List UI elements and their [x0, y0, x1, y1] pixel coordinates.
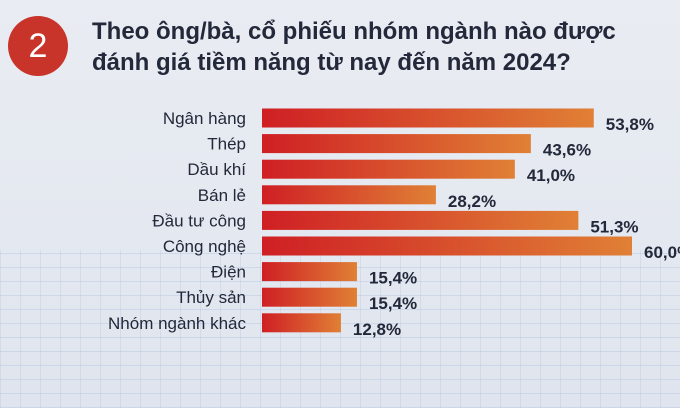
value-label: 15,4%	[369, 269, 417, 288]
value-label: 12,8%	[353, 320, 401, 339]
category-label: Công nghệ	[163, 237, 246, 256]
category-label: Ngân hàng	[163, 109, 246, 128]
bar	[262, 210, 579, 230]
value-label: 51,3%	[590, 217, 638, 236]
question-title: Theo ông/bà, cổ phiếu nhóm ngành nào đượ…	[92, 16, 672, 78]
value-label: 60,0%	[644, 243, 680, 262]
value-label: 41,0%	[527, 166, 575, 185]
category-label: Đầu tư công	[152, 211, 246, 230]
bar	[262, 159, 515, 179]
value-label: 53,8%	[606, 115, 654, 134]
value-label: 43,6%	[543, 141, 591, 160]
question-line-1: Theo ông/bà, cổ phiếu nhóm ngành nào đượ…	[92, 18, 616, 45]
value-label: 15,4%	[369, 294, 417, 313]
category-label: Điện	[211, 263, 246, 282]
category-label: Thép	[207, 135, 246, 154]
bar	[262, 185, 436, 205]
question-number-badge: 2	[8, 16, 68, 76]
category-label: Nhóm ngành khác	[108, 314, 246, 333]
bar	[262, 134, 531, 154]
bar	[262, 262, 357, 282]
category-label: Dầu khí	[187, 160, 246, 179]
bar	[262, 287, 357, 307]
question-line-2: đánh giá tiềm năng từ nay đến năm 2024?	[92, 49, 571, 76]
category-label: Bán lẻ	[198, 186, 246, 205]
bar	[262, 108, 594, 128]
category-label: Thủy sản	[176, 288, 246, 307]
bar	[262, 313, 341, 333]
value-label: 28,2%	[448, 192, 496, 211]
bar	[262, 236, 632, 256]
